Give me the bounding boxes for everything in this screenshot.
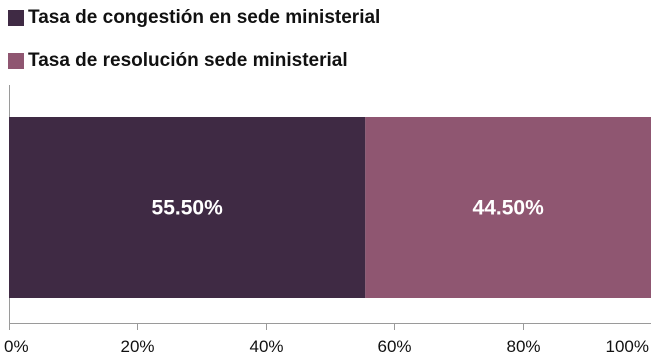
data-label-0: 55.50% <box>152 197 224 220</box>
data-label-1: 44.50% <box>473 197 545 220</box>
x-tick-label-4: 80% <box>506 337 540 356</box>
chart-legend: Tasa de congestión en sede ministerial T… <box>8 6 380 92</box>
x-tick-label-3: 60% <box>377 337 411 356</box>
x-tick-label-0: 0% <box>4 337 29 356</box>
bar-segment-0 <box>9 117 366 298</box>
x-tick-label-1: 20% <box>120 337 154 356</box>
legend-label-resolution: Tasa de resolución sede ministerial <box>28 50 348 71</box>
bar-segment-1 <box>365 117 651 298</box>
legend-swatch-resolution <box>8 53 24 69</box>
x-tick-label-5: 100% <box>606 337 649 356</box>
legend-item-resolution: Tasa de resolución sede ministerial <box>8 49 380 73</box>
legend-swatch-congestion <box>8 10 24 26</box>
x-tick-label-2: 40% <box>249 337 283 356</box>
legend-label-congestion: Tasa de congestión en sede ministerial <box>28 7 381 28</box>
legend-item-congestion: Tasa de congestión en sede ministerial <box>8 6 380 30</box>
